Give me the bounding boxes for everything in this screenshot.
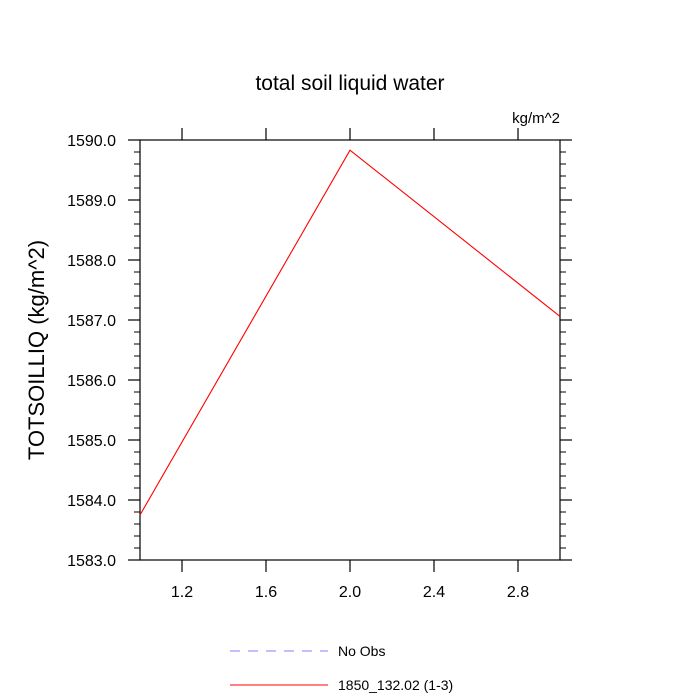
x-tick-label: 2.0 — [339, 584, 361, 601]
series-line-1850-132-02 — [139, 149, 561, 516]
x-tick-label: 2.8 — [507, 584, 529, 601]
units-label: kg/m^2 — [512, 110, 560, 127]
chart-title: total soil liquid water — [255, 72, 444, 95]
y-tick-label: 1590.0 — [67, 133, 116, 150]
x-tick-label: 2.4 — [423, 584, 445, 601]
y-tick-label: 1585.0 — [67, 433, 116, 450]
y-tick-label: 1584.0 — [67, 493, 116, 510]
y-tick-label: 1588.0 — [67, 253, 116, 270]
data-series — [139, 149, 561, 516]
x-tick-labels: 1.2 1.6 2.0 2.4 2.8 — [171, 584, 529, 601]
axis-ticks — [128, 128, 572, 572]
y-axis-label: TOTSOILLIQ (kg/m^2) — [24, 240, 49, 460]
legend-label-no-obs: No Obs — [338, 643, 385, 659]
x-tick-label: 1.6 — [255, 584, 277, 601]
y-tick-label: 1586.0 — [67, 373, 116, 390]
legend-label-1850: 1850_132.02 (1-3) — [338, 677, 453, 693]
y-tick-label: 1587.0 — [67, 313, 116, 330]
legend: No Obs 1850_132.02 (1-3) — [230, 643, 453, 693]
y-tick-label: 1583.0 — [67, 553, 116, 570]
plot-area — [139, 139, 561, 561]
y-tick-label: 1589.0 — [67, 193, 116, 210]
y-tick-labels: 1583.0 1584.0 1585.0 1586.0 1587.0 1588.0 1589… — [67, 133, 116, 570]
x-tick-label: 1.2 — [171, 584, 193, 601]
